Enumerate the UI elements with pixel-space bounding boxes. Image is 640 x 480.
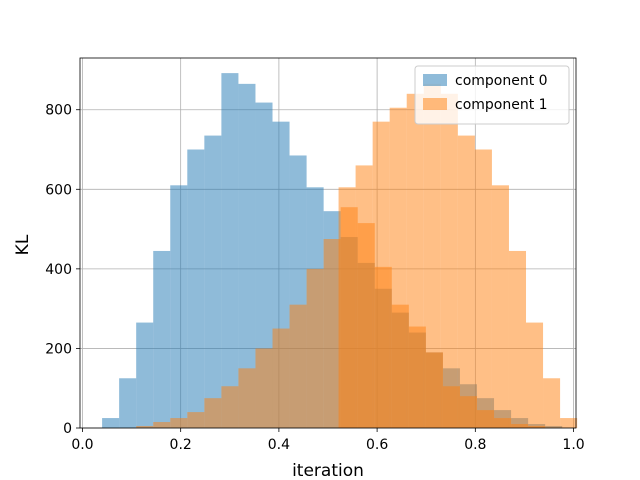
bar-series-2-bin-1 — [355, 165, 373, 428]
bar-series-2-bin-5 — [423, 83, 441, 428]
plot-area: 0.0 0.2 0.4 0.6 0.8 1.0 0 200 400 600 800 — [45, 57, 585, 453]
bar-series-2-bin-6 — [440, 93, 458, 428]
bar-series-2-bin-10 — [508, 250, 527, 428]
bar-series-1-bin-8 — [238, 368, 256, 428]
bar-series-1-bin-13 — [323, 239, 341, 428]
x-axis-title: iteration — [292, 461, 364, 480]
bar-series-0-bin-7 — [221, 73, 239, 428]
legend-label-0: component 0 — [455, 73, 548, 89]
x-tick-label-0: 0.0 — [71, 437, 93, 453]
bar-series-1-bin-2 — [136, 426, 154, 428]
bar-series-2-bin-9 — [491, 185, 509, 428]
bar-series-0-bin-8 — [238, 83, 256, 428]
bar-series-1-bin-10 — [272, 328, 290, 428]
bar-series-0-bin-9 — [255, 102, 273, 428]
bar-series-1-bin-4 — [170, 418, 188, 428]
bar-series-2-bin-7 — [457, 135, 475, 429]
bar-series-0-bin-6 — [204, 135, 222, 429]
y-tick-label-0: 0 — [63, 421, 72, 437]
x-tick-label-2: 0.4 — [268, 437, 290, 453]
bar-series-1-bin-9 — [255, 348, 273, 428]
x-tick-label-4: 0.8 — [464, 437, 486, 453]
y-tick-label-3: 600 — [45, 182, 72, 198]
bar-series-0-bin-4 — [170, 185, 188, 428]
bar-series-0-bin-0 — [102, 418, 120, 428]
legend: component 0 component 1 — [414, 65, 570, 125]
legend-swatch-1 — [423, 98, 447, 110]
bar-series-1-bin-6 — [204, 398, 222, 428]
bar-series-1-bin-5 — [187, 412, 205, 428]
x-tick-label-1: 0.2 — [170, 437, 192, 453]
x-tick-label-5: 1.0 — [562, 437, 584, 453]
bar-series-0-bin-1 — [119, 378, 137, 428]
bar-series-2-bin-3 — [389, 107, 407, 428]
y-tick-label-1: 200 — [45, 341, 72, 357]
bar-series-0-bin-2 — [136, 322, 154, 428]
bar-series-1-bin-11 — [289, 304, 307, 428]
bar-series-2-bin-8 — [474, 149, 492, 428]
bar-series-0-bin-3 — [153, 250, 171, 428]
legend-swatch-0 — [423, 74, 447, 86]
bar-series-1-bin-3 — [153, 422, 171, 428]
bar-series-1-bin-12 — [306, 268, 324, 428]
y-tick-label-2: 400 — [45, 262, 72, 278]
y-axis-title: KL — [13, 234, 33, 255]
bar-series-2-bin-2 — [372, 121, 390, 428]
bar-series-2-bin-0 — [338, 187, 356, 428]
x-tick-label-3: 0.6 — [366, 437, 388, 453]
bar-series-2-bin-4 — [406, 93, 424, 428]
y-tick-label-4: 800 — [45, 103, 72, 119]
bar-series-0-bin-5 — [187, 149, 205, 428]
bar-series-1-bin-7 — [221, 386, 239, 428]
legend-box — [414, 65, 570, 125]
bar-series-2-bin-12 — [543, 378, 561, 428]
bar-series-2-bin-11 — [526, 322, 544, 428]
bar-series-2-bin-13 — [560, 418, 578, 428]
axes-frame — [79, 57, 577, 429]
legend-label-1: component 1 — [455, 97, 548, 113]
